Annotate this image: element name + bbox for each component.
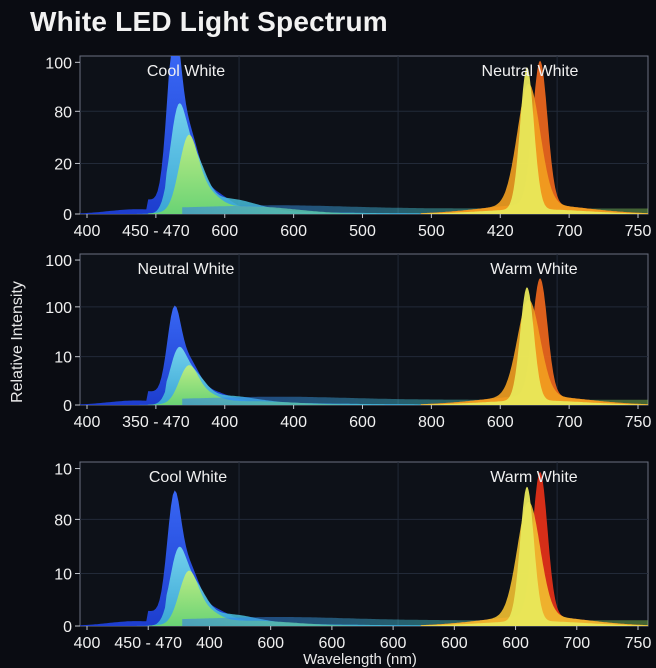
y-tick-label: 80 — [54, 512, 72, 529]
x-tick-label: 600 — [257, 635, 284, 652]
series-label-right: Neutral White — [482, 63, 579, 80]
y-tick-label: 100 — [45, 253, 72, 270]
x-tick-label: 400 — [280, 414, 307, 431]
y-tick-label: 10 — [54, 567, 72, 584]
y-tick-label: 100 — [45, 300, 72, 317]
x-tick-label: 600 — [211, 223, 238, 240]
x-tick-label: 750 — [625, 223, 652, 240]
x-tick-label: 500 — [418, 223, 445, 240]
warm-peak-area-1 — [420, 287, 648, 405]
x-tick-label: 700 — [556, 414, 583, 431]
x-tick-label: 700 — [556, 223, 583, 240]
chart-panel-bottom: 0 10 80 10 400 450 - 470 400 600 600 600 600 600 700… — [54, 461, 652, 652]
x-tick-label: 400 — [74, 223, 101, 240]
y-tick-label: 80 — [54, 104, 72, 121]
x-tick-label: 400 — [196, 635, 223, 652]
x-tick-label: 750 — [625, 635, 652, 652]
x-tick-label: 600 — [502, 635, 529, 652]
x-tick-label: 400 — [211, 414, 238, 431]
x-tick-label: 400 — [74, 635, 101, 652]
x-tick-label: 600 — [349, 414, 376, 431]
y-tick-label: 0 — [63, 619, 72, 636]
x-tick-label: 600 — [380, 635, 407, 652]
y-tick-label: 10 — [54, 462, 72, 479]
y-tick-label: 10 — [54, 350, 72, 367]
x-tick-label: 600 — [487, 414, 514, 431]
chart-panel-top: 0 20 80 100 400 450 - 470 600 600 500 500 420 700 75… — [45, 55, 651, 240]
series-label-right: Warm White — [490, 469, 578, 486]
y-tick-label: 0 — [63, 207, 72, 224]
x-tick-label: 600 — [319, 635, 346, 652]
series-label-left: Cool White — [147, 63, 225, 80]
x-tick-label: 800 — [418, 414, 445, 431]
warm-peak-area-1 — [420, 67, 648, 214]
x-tick-label: 500 — [349, 223, 376, 240]
chart-panel-middle: 0 10 100 100 400 350 - 470 400 400 600 800 600 700 7… — [45, 253, 651, 431]
x-tick-label: 420 — [487, 223, 514, 240]
warm-peak-area-1 — [420, 486, 648, 626]
page-title: White LED Light Spectrum — [30, 6, 388, 37]
x-tick-label: 450 - 470 — [114, 635, 182, 652]
x-tick-label: 350 - 470 — [122, 414, 190, 431]
series-label-right: Warm White — [490, 261, 578, 278]
x-tick-label: 400 — [74, 414, 101, 431]
x-tick-label: 600 — [280, 223, 307, 240]
x-tick-label: 450 - 470 — [122, 223, 190, 240]
x-tick-label: 600 — [441, 635, 468, 652]
series-label-left: Cool White — [149, 469, 227, 486]
y-tick-label: 20 — [54, 156, 72, 173]
y-tick-label: 0 — [63, 398, 72, 415]
green-spectrum-area — [148, 134, 535, 214]
x-tick-label: 750 — [625, 414, 652, 431]
y-tick-label: 100 — [45, 55, 72, 72]
x-tick-label: 700 — [563, 635, 590, 652]
series-label-left: Neutral White — [138, 261, 235, 278]
